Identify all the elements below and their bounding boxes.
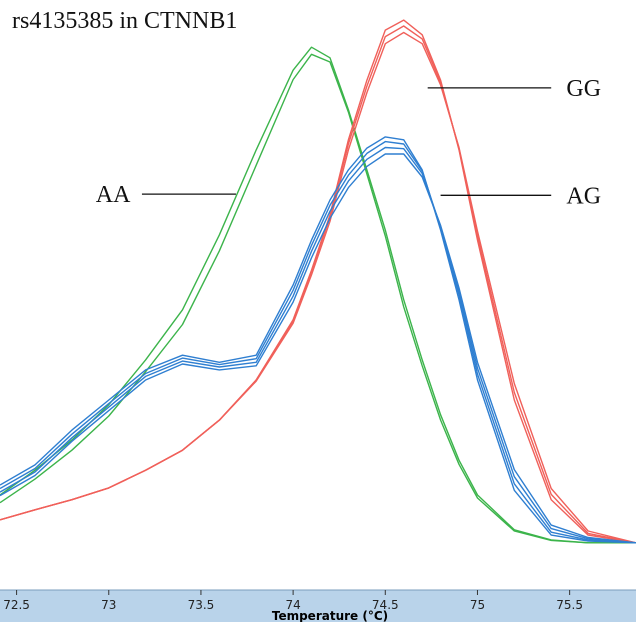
curve: [0, 140, 636, 544]
chart-title: rs4135385 in CTNNB1: [12, 8, 237, 34]
annotation: AG: [566, 183, 601, 209]
x-tick-label: 72.5: [3, 598, 30, 612]
annotation: AA: [96, 182, 131, 208]
x-tick-label: 74.5: [372, 598, 399, 612]
plot-area: [0, 19, 636, 544]
curve: [0, 136, 636, 544]
curve: [0, 31, 636, 544]
curve: [0, 146, 636, 544]
curve: [0, 46, 636, 544]
x-tick-label: 74: [285, 598, 300, 612]
x-axis-label: Temperature (°C): [272, 609, 388, 622]
x-tick-label: 75: [470, 598, 485, 612]
annotation: GG: [566, 76, 601, 102]
x-tick-label: 73.5: [188, 598, 215, 612]
curve: [0, 153, 636, 544]
x-tick-label: 73: [101, 598, 116, 612]
x-axis-band: [0, 590, 636, 622]
x-tick-label: 75.5: [556, 598, 583, 612]
